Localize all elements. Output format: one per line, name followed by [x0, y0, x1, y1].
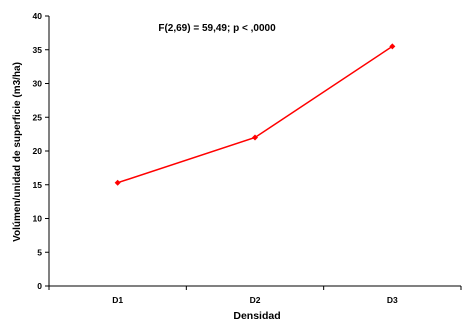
- series-line: [117, 45, 393, 184]
- x-ticks: D1 D2 D3: [48, 286, 462, 305]
- y-ticks: 0 5 10 15 20 25 30 35 40: [33, 11, 49, 291]
- axes: [48, 16, 461, 287]
- y-tick-label: 30: [33, 79, 43, 89]
- y-axis-label: Volúmen/unidad de superficie (m3/ha): [12, 62, 23, 242]
- x-tick-label: D1: [112, 295, 123, 305]
- data-point: [252, 134, 258, 141]
- chart-annotation: F(2,69) = 59,49; p < ,0000: [158, 23, 276, 34]
- y-tick-label: 35: [33, 45, 43, 55]
- y-tick-label: 20: [33, 146, 43, 156]
- y-tick-label: 0: [37, 281, 42, 291]
- data-point: [114, 179, 121, 186]
- x-tick-label: D3: [387, 295, 398, 305]
- y-tick-label: 25: [33, 112, 43, 122]
- y-tick-label: 10: [33, 214, 43, 224]
- y-tick-label: 40: [33, 11, 43, 21]
- x-tick-label: D2: [250, 295, 261, 305]
- y-tick-label: 15: [33, 180, 43, 190]
- data-point: [389, 43, 396, 50]
- series-layer: [114, 43, 396, 186]
- y-tick-label: 5: [37, 247, 42, 257]
- x-axis-label: Densidad: [233, 310, 280, 322]
